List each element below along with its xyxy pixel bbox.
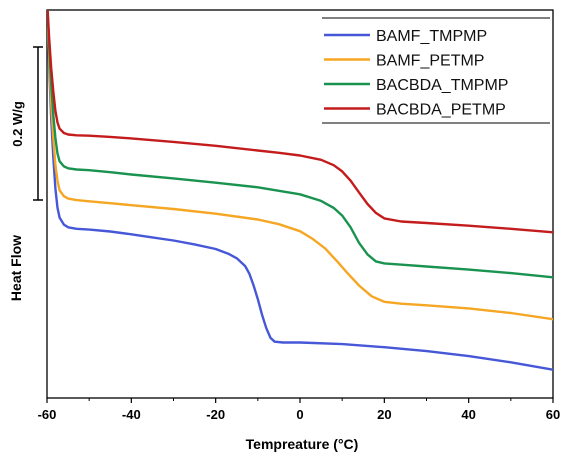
series-line-bacbda-petmp (47, 10, 553, 234)
y-axis-title: Heat Flow (8, 235, 24, 301)
scale-bar: 0.2 W/g (10, 46, 43, 201)
x-tick-label: -20 (206, 407, 225, 422)
legend: BAMF_TMPMP BAMF_PETMP BACBDA_TMPMP BACBDA_P… (322, 17, 550, 124)
series-line-bacbda-tmpmp (47, 10, 553, 279)
x-tick-label: -40 (122, 407, 141, 422)
x-tick-label: 20 (377, 407, 391, 422)
series-lines (47, 10, 553, 371)
x-tick-label: 0 (296, 407, 303, 422)
x-axis-title: Tempreature (°C) (246, 436, 359, 452)
legend-label-bamf-tmpmp: BAMF_TMPMP (376, 28, 487, 45)
legend-label-bamf-petmp: BAMF_PETMP (376, 53, 484, 70)
scale-bar-label: 0.2 W/g (10, 101, 25, 147)
series-line-bamf-petmp (47, 10, 553, 321)
x-tick-label: 60 (546, 407, 560, 422)
series-line-bamf-tmpmp (47, 10, 553, 371)
x-tick-label: 40 (461, 407, 475, 422)
x-axis-ticks: -60 -40 -20 0 20 40 60 (38, 398, 560, 422)
legend-label-bacbda-tmpmp: BACBDA_TMPMP (376, 77, 508, 94)
x-tick-label: -60 (38, 407, 57, 422)
legend-label-bacbda-petmp: BACBDA_PETMP (376, 102, 506, 119)
